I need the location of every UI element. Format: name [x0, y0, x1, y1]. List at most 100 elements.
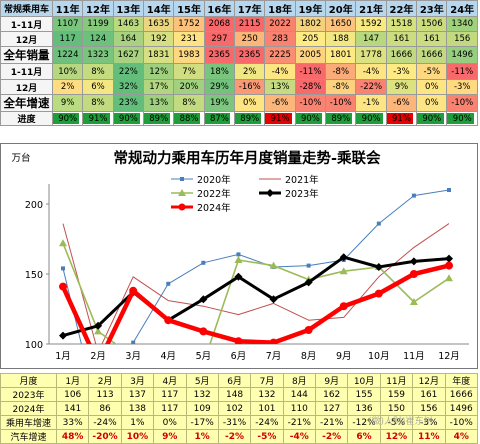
- data-point: [374, 289, 383, 298]
- x-tick-label: 12月: [438, 351, 460, 362]
- heat-cell: 2022: [264, 16, 296, 32]
- heat-cell: 13%: [264, 79, 296, 95]
- bottom-cell: 144: [282, 387, 317, 402]
- heat-cell: -3%: [446, 79, 478, 95]
- data-point: [409, 298, 418, 305]
- bottom-header-cell: 11月: [379, 373, 414, 388]
- bottom-row-label: 乘用车增速: [0, 415, 57, 430]
- heat-cell: 1340: [446, 16, 478, 32]
- heat-cell: 297: [203, 31, 236, 47]
- legend-marker: [178, 203, 186, 211]
- progress-value: 90%: [361, 113, 381, 124]
- bottom-cell: -21%: [282, 415, 317, 430]
- data-point: [445, 254, 453, 263]
- progress-value: 91%: [392, 113, 411, 124]
- progress-bar-fill: [144, 113, 171, 124]
- x-tick-label: 3月: [125, 351, 141, 362]
- heat-cell: -4%: [264, 63, 296, 80]
- bottom-cell: 155: [347, 387, 381, 402]
- data-point: [236, 252, 241, 257]
- heat-cell: 1506: [416, 16, 448, 32]
- progress-value: 90%: [58, 113, 78, 124]
- bottom-cell: 9%: [153, 429, 187, 444]
- bottom-header-cell: 5月: [185, 373, 219, 388]
- progress-cell: 91%: [82, 111, 114, 126]
- heat-year-header: 20年: [325, 0, 357, 17]
- heat-row-label: 1-11月: [0, 63, 53, 80]
- monthly-sales-table: 月度 1月 2月 3月 4月 5月 6月 7月 8月 9月 10月 11月 12月 年度 2023年 106 1…: [0, 373, 478, 444]
- bottom-cell: 1496: [444, 401, 478, 416]
- x-tick-label: 9月: [336, 351, 352, 362]
- data-point: [94, 321, 103, 330]
- heat-cell: 205: [294, 31, 327, 47]
- heat-row-label: 全年增速: [0, 94, 53, 112]
- bottom-header-cell: 月度: [0, 373, 57, 388]
- bottom-cell: 4%: [444, 429, 478, 444]
- heat-cell: 10%: [51, 63, 84, 80]
- heat-cell: 1635: [143, 16, 175, 32]
- bottom-cell: 109: [185, 401, 219, 416]
- heat-row: 全年增速 9% 8% 23% 13% 8% 19% 0% -6% -10% -10% -1% -6% 0%…: [0, 94, 478, 112]
- x-tick-label: 10月: [368, 351, 390, 362]
- bottom-header-cell: 2月: [88, 373, 122, 388]
- progress-bar-fill: [356, 113, 383, 124]
- bottom-cell: 127: [314, 401, 349, 416]
- heat-cell: 2068: [203, 16, 236, 32]
- heat-cell: 117: [51, 31, 84, 47]
- bottom-cell: 161: [412, 387, 446, 402]
- progress-cell: 89%: [143, 111, 175, 126]
- heat-cell: 1463: [112, 16, 145, 32]
- data-point: [411, 193, 416, 198]
- bottom-cell: -4%: [282, 429, 317, 444]
- heat-year-header: 15年: [173, 0, 205, 17]
- heat-cell: 13%: [143, 94, 175, 112]
- progress-value: 90%: [422, 113, 442, 124]
- bottom-header-cell: 3月: [120, 373, 155, 388]
- heat-year-header: 22年: [385, 0, 418, 17]
- bottom-header-cell: 8月: [282, 373, 317, 388]
- bottom-row: 2023年 106 113 137 117 132 148 132 144 162 155 159 16…: [0, 387, 478, 402]
- bottom-cell: 148: [217, 387, 252, 402]
- x-tick-label: 6月: [231, 351, 247, 362]
- heat-cell: 156: [446, 31, 478, 47]
- legend-label: 2020年: [197, 174, 231, 186]
- heat-cell: 188: [325, 31, 357, 47]
- heat-cell: -8%: [325, 63, 357, 80]
- heat-cell: 2365: [203, 46, 236, 64]
- heat-cell: 2%: [51, 79, 84, 95]
- progress-cell: 90%: [446, 111, 478, 126]
- data-point: [201, 260, 206, 265]
- bottom-cell: 106: [55, 387, 90, 402]
- data-point: [306, 263, 311, 268]
- heat-row-label: 1-11月: [0, 16, 53, 32]
- heat-year-header: 18年: [264, 0, 296, 17]
- data-point: [339, 253, 348, 262]
- data-point: [409, 270, 418, 278]
- heat-cell: 2%: [234, 63, 266, 80]
- data-point: [339, 302, 348, 311]
- heat-year-header: 11年: [51, 0, 84, 17]
- heat-cell: -11%: [446, 63, 478, 80]
- progress-value: 87%: [209, 113, 229, 124]
- bottom-cell: 102: [217, 401, 252, 416]
- heat-cell: 1592: [355, 16, 387, 32]
- data-point: [234, 272, 243, 281]
- bottom-cell: 33%: [55, 415, 90, 430]
- heat-cell: -6%: [264, 94, 296, 112]
- heat-cell: 161: [385, 31, 418, 47]
- heat-cell: 8%: [82, 63, 114, 80]
- heat-cell: 1627: [112, 46, 145, 64]
- series-line: [62, 189, 450, 344]
- heat-row: 12月 2% 6% 32% 17% 20% 29% -16% 13% -28% -8% -22% 9% 0…: [0, 79, 478, 95]
- bottom-row-label: 汽车增速: [0, 429, 57, 444]
- heat-cell: 1199: [82, 16, 114, 32]
- legend-label: 2021年: [285, 174, 319, 186]
- progress-bar-fill: [205, 113, 231, 124]
- data-point: [59, 282, 67, 291]
- heat-cell: 7%: [173, 63, 205, 80]
- progress-bar-fill: [326, 113, 353, 124]
- progress-value: 90%: [118, 113, 138, 124]
- heat-cell: 9%: [51, 94, 84, 112]
- series-group: [59, 188, 453, 344]
- progress-cell: 89%: [325, 111, 357, 126]
